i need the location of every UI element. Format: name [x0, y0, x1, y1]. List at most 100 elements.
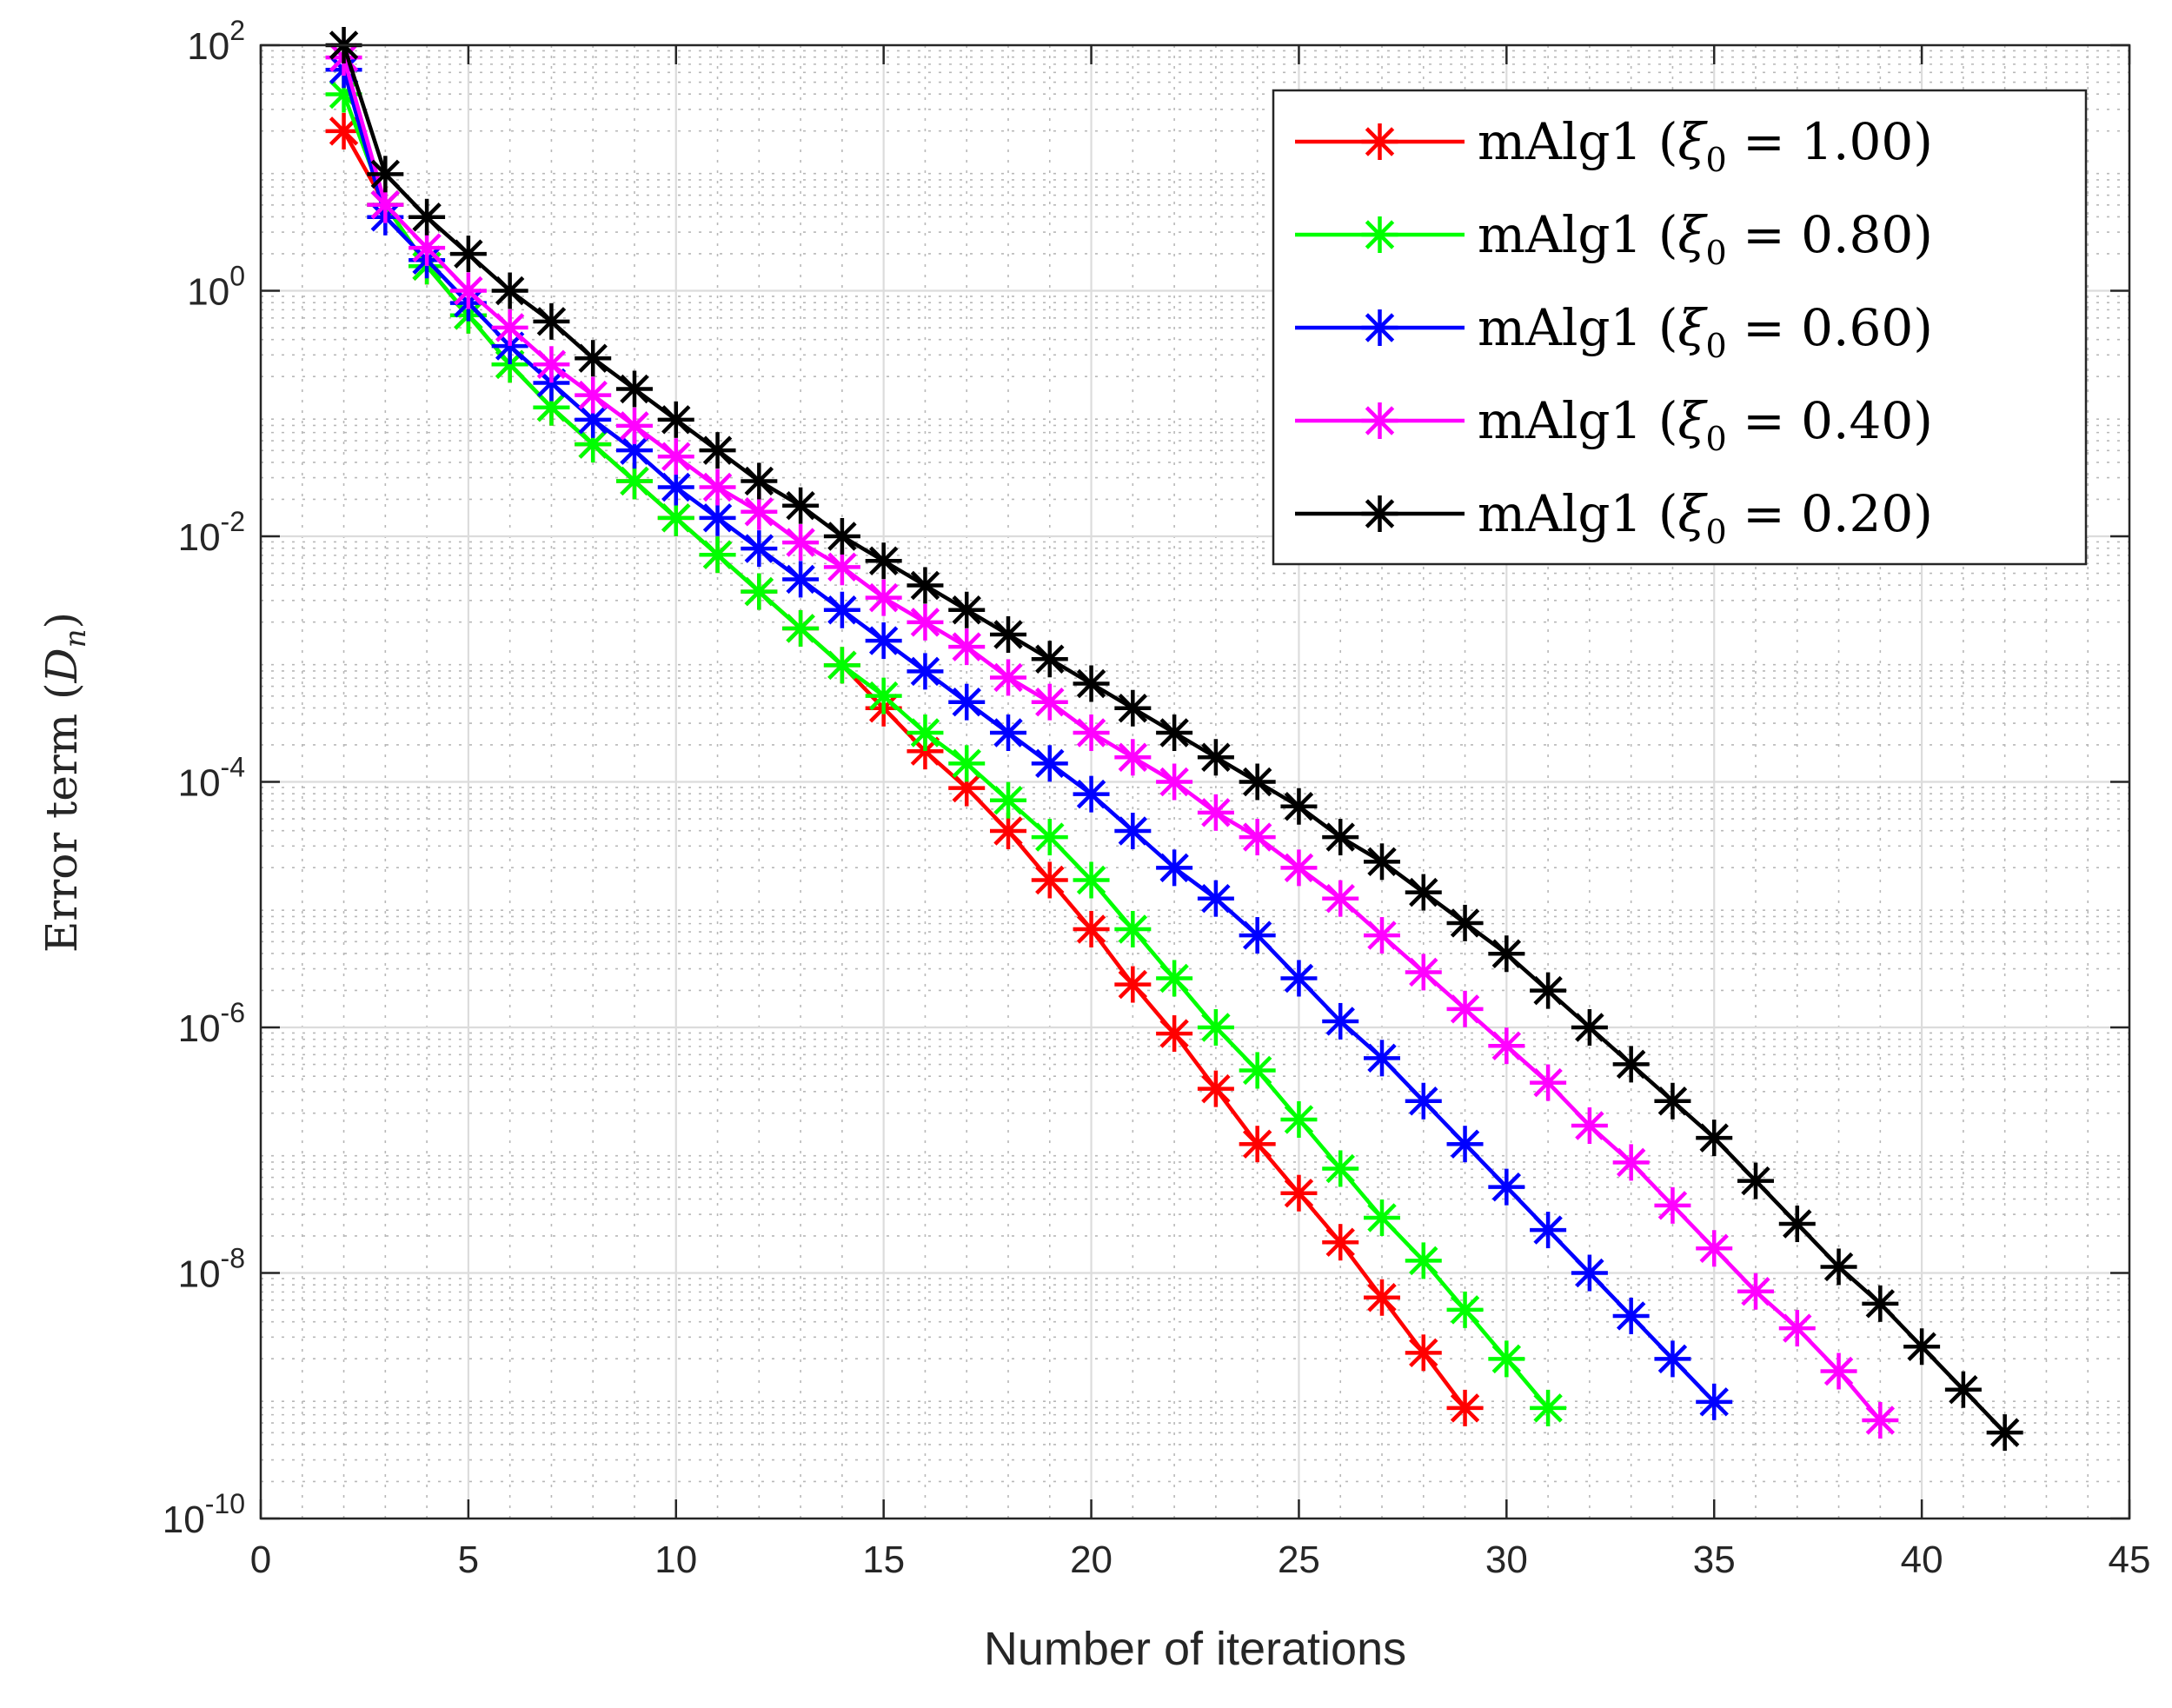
data-point [367, 156, 404, 193]
data-point [1446, 1126, 1484, 1163]
data-point [1612, 1297, 1650, 1334]
series-layer [325, 27, 2023, 1452]
data-point [741, 573, 778, 610]
y-axis-title-sub: n [58, 628, 93, 648]
data-point [865, 622, 902, 660]
data-point [1073, 665, 1110, 702]
data-point [1239, 819, 1276, 856]
data-point [1405, 954, 1442, 991]
y-tick-base: 10 [163, 1499, 205, 1541]
data-point [948, 745, 986, 782]
data-point [575, 401, 612, 438]
data-point [823, 647, 860, 684]
data-point [1031, 641, 1068, 678]
y-axis-title: Error term (Dn) [37, 612, 93, 953]
legend-label-part: mAlg1 ( [1478, 298, 1678, 357]
data-point [1156, 714, 1193, 751]
legend-marker [1361, 402, 1398, 439]
data-point [1114, 813, 1152, 849]
data-point [1156, 960, 1193, 997]
legend-marker [1361, 495, 1398, 532]
legend-label-part: 0 [1705, 327, 1726, 365]
legend-label-part: mAlg1 ( [1478, 484, 1678, 543]
data-point [865, 579, 902, 616]
y-axis-title-suffix: ) [37, 612, 87, 629]
data-point [1197, 1009, 1234, 1046]
data-point [1364, 1279, 1400, 1316]
data-point [449, 236, 487, 273]
data-point [1530, 1389, 1567, 1426]
legend-label-part: = 1.00) [1727, 112, 1933, 171]
data-point [1197, 1070, 1234, 1107]
data-point [1612, 1046, 1650, 1083]
y-tick-label: 100 [187, 261, 245, 314]
legend-marker [1361, 309, 1398, 346]
data-point [699, 469, 736, 506]
data-point [823, 518, 860, 555]
data-point [1031, 745, 1068, 782]
y-tick-exponent: -2 [221, 506, 245, 537]
data-point [533, 346, 570, 383]
data-point [1446, 904, 1484, 941]
data-point [948, 769, 986, 807]
x-tick-label: 45 [2109, 1539, 2151, 1581]
series-3 [325, 51, 1733, 1420]
y-tick-label: 10-4 [178, 752, 245, 805]
data-point [657, 438, 694, 475]
data-point [1488, 1027, 1525, 1065]
data-point [1239, 1052, 1276, 1089]
data-point [741, 493, 778, 530]
data-point [1862, 1285, 1899, 1322]
legend-label-part: 0 [1705, 141, 1726, 179]
data-point [1197, 739, 1234, 776]
y-tick-exponent: 2 [229, 15, 245, 46]
data-point [1571, 1107, 1608, 1144]
series-line [342, 69, 1716, 1404]
data-point [990, 813, 1026, 849]
legend-label: mAlg1 (ξ0 = 0.20) [1478, 484, 1933, 551]
data-point [1114, 911, 1152, 947]
data-point [1612, 1144, 1650, 1181]
data-point [1031, 861, 1068, 899]
data-point [907, 603, 944, 641]
y-tick-exponent: -8 [221, 1243, 245, 1274]
data-point [1654, 1340, 1691, 1378]
data-point [1280, 1174, 1318, 1212]
data-point [865, 677, 902, 714]
data-point [1944, 1371, 1982, 1408]
data-point [408, 229, 446, 267]
x-tick-label: 20 [1070, 1539, 1113, 1581]
x-tick-label: 30 [1485, 1539, 1528, 1581]
legend-entry-1: mAlg1 (ξ0 = 1.00) [1295, 112, 1933, 179]
data-point [1571, 1009, 1608, 1046]
data-point [990, 659, 1026, 696]
data-point [533, 302, 570, 340]
data-point [1820, 1352, 1857, 1390]
data-point [1073, 775, 1110, 813]
legend-label: mAlg1 (ξ0 = 0.60) [1478, 298, 1933, 365]
data-point [1280, 788, 1318, 825]
y-tick-exponent: -6 [221, 997, 245, 1028]
data-point [367, 186, 404, 223]
legend-label: mAlg1 (ξ0 = 0.80) [1478, 205, 1933, 272]
data-point [1488, 1340, 1525, 1378]
data-point [657, 499, 694, 536]
data-point [948, 628, 986, 666]
data-point [1405, 1082, 1442, 1120]
data-point [1156, 763, 1193, 801]
data-point [823, 548, 860, 586]
series-5 [325, 27, 2023, 1452]
legend-label-part: = 0.60) [1727, 298, 1933, 357]
x-tick-label: 15 [862, 1539, 905, 1581]
data-point [1073, 911, 1110, 947]
y-tick-base: 10 [178, 1253, 221, 1296]
data-point [1737, 1273, 1774, 1310]
data-point [1530, 1212, 1567, 1249]
legend-marker [1361, 216, 1398, 253]
data-point [1197, 794, 1234, 831]
data-point [1073, 861, 1110, 899]
data-point [1903, 1328, 1941, 1366]
data-point [782, 609, 820, 647]
